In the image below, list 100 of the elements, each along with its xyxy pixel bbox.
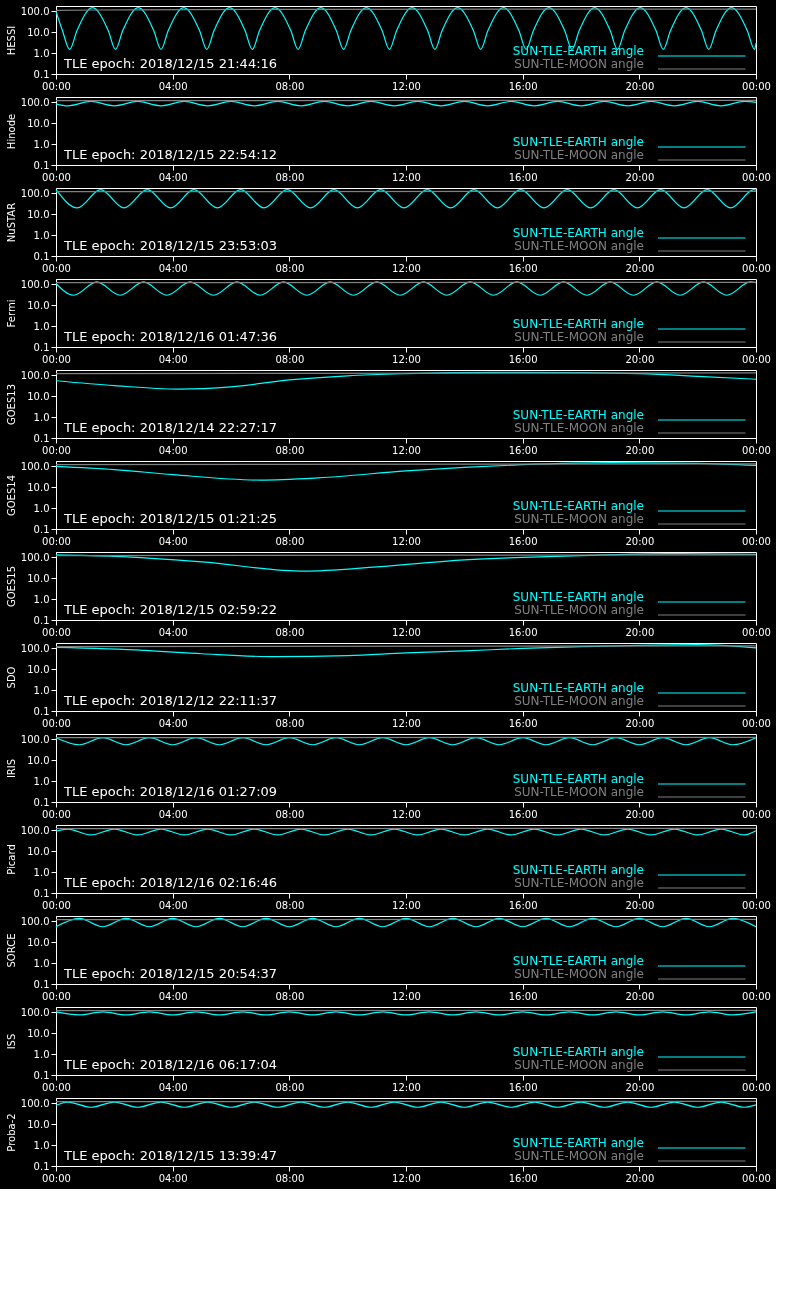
y-tick-label: 10.0	[27, 936, 50, 948]
text: SUN-TLE-EARTH angle	[512, 681, 644, 695]
annotation: TLE epoch: 2018/12/16 06:17:04	[63, 1057, 278, 1072]
x-tick-label: 00:00	[42, 535, 71, 547]
y-tick-label: 100.0	[20, 1006, 50, 1018]
x-tick-label: 08:00	[275, 717, 305, 729]
text: SUN-TLE-MOON angle	[514, 330, 644, 344]
x-tick-label: 00:00	[742, 626, 771, 638]
x-tick-label: 00:00	[742, 171, 771, 183]
x-tick-label: 08:00	[275, 1081, 305, 1093]
y-axis-title: HESSI	[5, 25, 17, 56]
y-tick-label: 1.0	[33, 957, 50, 969]
y-tick-label: 10.0	[27, 390, 50, 402]
x-tick-label: 20:00	[625, 990, 655, 1002]
y-tick-label: 10.0	[27, 754, 50, 766]
y-axis-title: ISS	[5, 1033, 17, 1050]
x-tick-label: 04:00	[158, 535, 188, 547]
x-tick-label: 08:00	[275, 262, 305, 274]
series-label: SUN-TLE-EARTH angle	[512, 226, 644, 240]
y-tick-label: 10.0	[27, 1118, 50, 1130]
text: SUN-TLE-EARTH angle	[512, 954, 644, 968]
y-tick-label: 10.0	[27, 299, 50, 311]
x-tick-label: 20:00	[625, 353, 655, 365]
x-tick-label: 00:00	[42, 80, 71, 92]
x-tick-label: 20:00	[625, 626, 655, 638]
y-tick-label: 100.0	[20, 187, 50, 199]
y-tick-label: 1.0	[33, 320, 50, 332]
text: SUN-TLE-MOON angle	[514, 694, 644, 708]
y-axis-title: GOES13	[5, 383, 17, 426]
annotation: TLE epoch: 2018/12/15 23:53:03	[63, 238, 278, 253]
x-tick-label: 08:00	[275, 353, 305, 365]
x-tick-label: 16:00	[508, 899, 538, 911]
y-axis-title: Proba-2	[5, 1113, 17, 1152]
text: SUN-TLE-MOON angle	[514, 421, 644, 435]
y-axis-title: IRIS	[5, 758, 17, 779]
x-tick-label: 20:00	[625, 899, 655, 911]
series-label: SUN-TLE-EARTH angle	[512, 44, 644, 58]
x-tick-label: 16:00	[508, 171, 538, 183]
y-tick-label: 10.0	[27, 845, 50, 857]
y-tick-label: 10.0	[27, 572, 50, 584]
x-tick-label: 20:00	[625, 262, 655, 274]
y-tick-label: 100.0	[20, 642, 50, 654]
x-tick-label: 12:00	[392, 717, 421, 729]
annotation: TLE epoch: 2018/12/15 22:54:12	[63, 147, 278, 162]
x-tick-label: 00:00	[42, 353, 71, 365]
text: SUN-TLE-MOON angle	[514, 785, 644, 799]
text: SUN-TLE-MOON angle	[514, 239, 644, 253]
text: SUN-TLE-EARTH angle	[512, 863, 644, 877]
x-tick-label: 04:00	[158, 626, 188, 638]
x-tick-label: 04:00	[158, 717, 188, 729]
text: SUN-TLE-EARTH angle	[512, 1136, 644, 1150]
text: SUN-TLE-EARTH angle	[512, 772, 644, 786]
x-tick-label: 12:00	[392, 808, 421, 820]
annotation: TLE epoch: 2018/12/15 21:44:16	[63, 56, 278, 71]
y-axis-title: Hinode	[5, 113, 17, 150]
y-tick-label: 0.1	[33, 887, 50, 899]
annotation: TLE epoch: 2018/12/15 20:54:37	[63, 966, 278, 981]
y-tick-label: 0.1	[33, 250, 50, 262]
y-tick-label: 0.1	[33, 614, 50, 626]
x-tick-label: 16:00	[508, 353, 538, 365]
x-tick-label: 00:00	[42, 171, 71, 183]
x-tick-label: 12:00	[392, 1081, 421, 1093]
text: SUN-TLE-EARTH angle	[512, 590, 644, 604]
x-tick-label: 00:00	[42, 808, 71, 820]
x-tick-label: 20:00	[625, 535, 655, 547]
x-tick-label: 00:00	[742, 444, 771, 456]
x-tick-label: 00:00	[742, 80, 771, 92]
text: SUN-TLE-MOON angle	[514, 967, 644, 981]
y-tick-label: 100.0	[20, 96, 50, 108]
annotation: TLE epoch: 2018/12/16 02:16:46	[63, 875, 278, 890]
x-tick-label: 00:00	[742, 353, 771, 365]
x-tick-label: 12:00	[392, 535, 421, 547]
y-tick-label: 1.0	[33, 775, 50, 787]
y-tick-label: 100.0	[20, 369, 50, 381]
y-axis-title: SORCE	[5, 933, 17, 968]
y-tick-label: 100.0	[20, 551, 50, 563]
x-tick-label: 00:00	[42, 1172, 71, 1184]
x-tick-label: 12:00	[392, 353, 421, 365]
y-tick-label: 100.0	[20, 278, 50, 290]
x-tick-label: 08:00	[275, 626, 305, 638]
x-tick-label: 16:00	[508, 80, 538, 92]
y-tick-label: 1.0	[33, 684, 50, 696]
text: SUN-TLE-EARTH angle	[512, 499, 644, 513]
x-tick-label: 00:00	[742, 1081, 771, 1093]
y-tick-label: 0.1	[33, 796, 50, 808]
x-tick-label: 16:00	[508, 1081, 538, 1093]
x-tick-label: 08:00	[275, 990, 305, 1002]
x-tick-label: 04:00	[158, 262, 188, 274]
y-tick-label: 100.0	[20, 824, 50, 836]
annotation: TLE epoch: 2018/12/12 22:11:37	[63, 693, 278, 708]
x-tick-label: 04:00	[158, 1172, 188, 1184]
y-tick-label: 10.0	[27, 481, 50, 493]
y-tick-label: 0.1	[33, 159, 50, 171]
y-tick-label: 0.1	[33, 1160, 50, 1172]
y-axis-title: GOES15	[5, 565, 17, 608]
y-tick-label: 1.0	[33, 411, 50, 423]
x-tick-label: 16:00	[508, 444, 538, 456]
x-tick-label: 04:00	[158, 80, 188, 92]
text: SUN-TLE-MOON angle	[514, 876, 644, 890]
y-tick-label: 10.0	[27, 663, 50, 675]
